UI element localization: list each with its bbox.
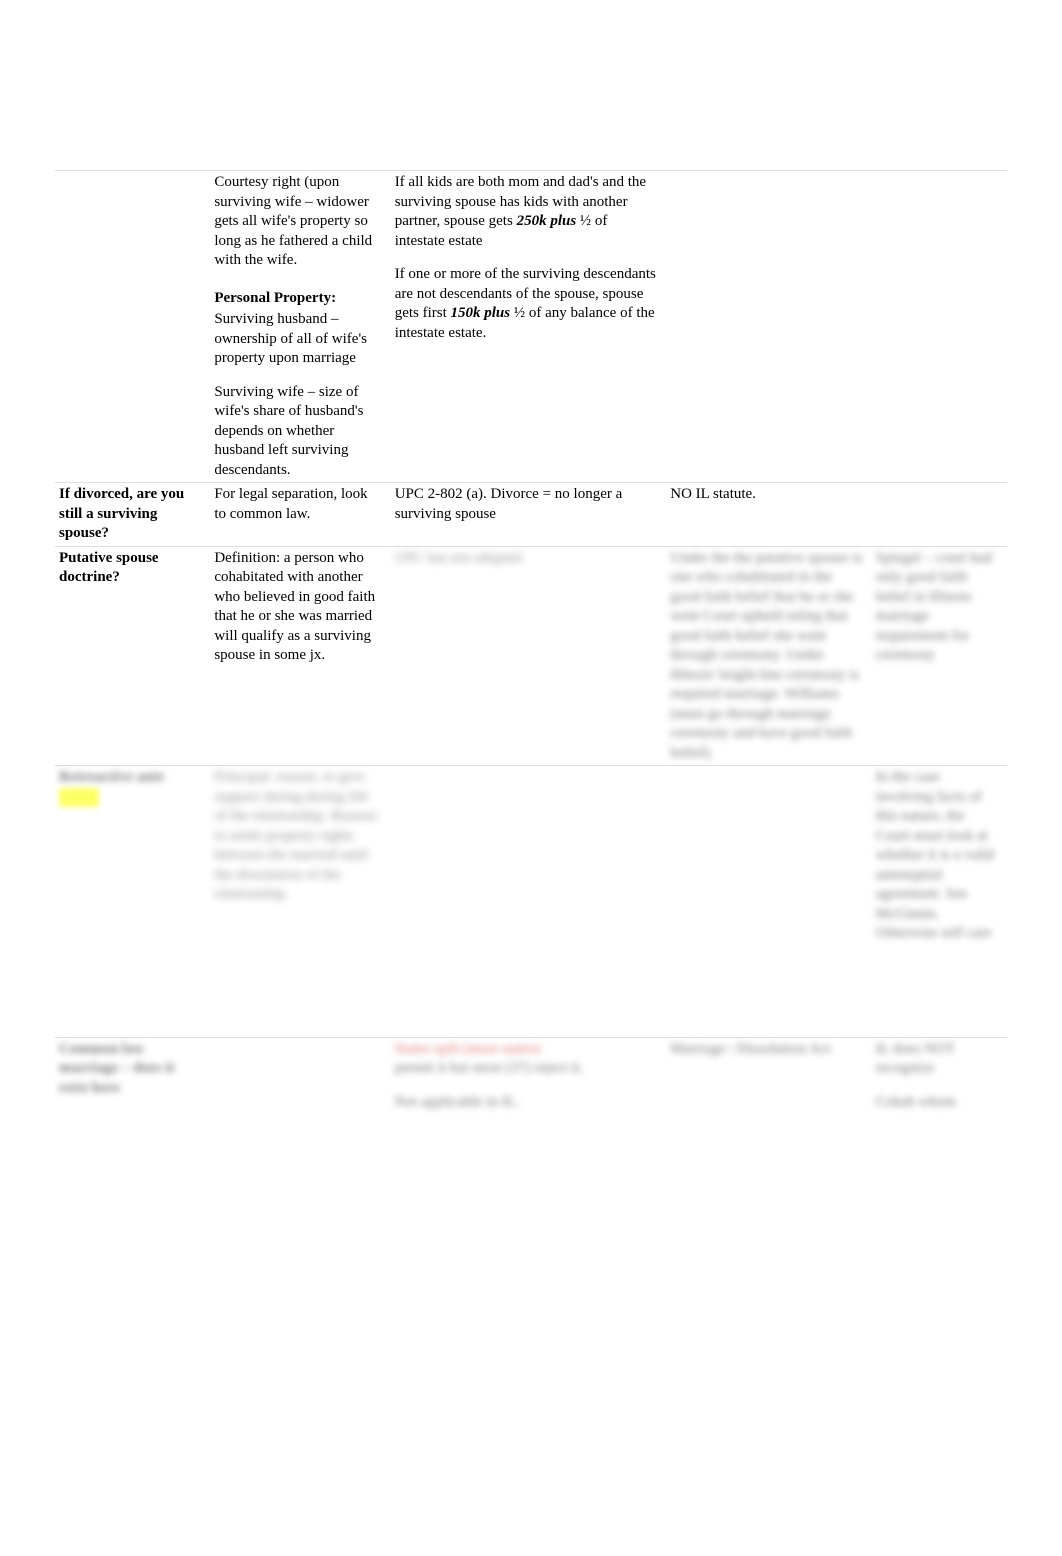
blurred-text: In the case involving facts of this natu…	[876, 769, 994, 941]
row-illinois	[666, 171, 871, 483]
row-topic: Retroactive ante ante	[55, 766, 210, 1038]
row-definition: For legal separation, look to common law…	[210, 483, 390, 547]
blurred-red-text: States split (most states)	[395, 1041, 540, 1057]
table-row: Common law marriage – does it exist here…	[55, 1037, 1007, 1114]
table-row: Putative spouse doctrine? Definition: a …	[55, 546, 1007, 766]
blurred-text: Under the the putative spouse is one who…	[670, 550, 862, 761]
table-row: Retroactive ante ante Principal: reason:…	[55, 766, 1007, 1038]
row-definition: Principal: reason: to give support durin…	[210, 766, 390, 1038]
row-illinois: NO IL statute.	[666, 483, 871, 547]
definition-text: Courtesy right (upon surviving wife – wi…	[214, 173, 382, 271]
blurred-text: Not applicable in IL.	[395, 1094, 520, 1110]
table-row: Courtesy right (upon surviving wife – wi…	[55, 171, 1007, 483]
row-upc: UPC 2-802 (a). Divorce = no longer a sur…	[391, 483, 667, 547]
definition-text: Surviving wife – size of wife's share of…	[214, 383, 382, 481]
row-illinois: Marriage / Dissolution Act	[666, 1037, 871, 1114]
row-definition: Definition: a person who cohabitated wit…	[210, 546, 390, 766]
row-notes	[872, 171, 1007, 483]
row-illinois	[666, 766, 871, 1038]
blurred-text: IL does NOT recognize	[876, 1041, 955, 1077]
row-topic: Common law marriage – does it exist here	[55, 1037, 210, 1114]
row-notes: Spiegel – court had only good faith beli…	[872, 546, 1007, 766]
row-illinois: Under the the putative spouse is one who…	[666, 546, 871, 766]
blurred-text: Marriage / Dissolution Act	[670, 1041, 830, 1057]
row-topic: If divorced, are you still a surviving s…	[55, 483, 210, 547]
blurred-text: UPC has not adopted	[395, 550, 522, 566]
blurred-text: permit it but most (37) reject it.	[395, 1060, 584, 1076]
row-upc: If all kids are both mom and dad's and t…	[391, 171, 667, 483]
table-row: If divorced, are you still a surviving s…	[55, 483, 1007, 547]
row-notes: IL does NOT recognize Cohab whom	[872, 1037, 1007, 1114]
document-table: Courtesy right (upon surviving wife – wi…	[55, 170, 1007, 1114]
row-notes: In the case involving facts of this natu…	[872, 766, 1007, 1038]
personal-property-label: Personal Property:	[214, 289, 382, 309]
upc-text: If all kids are both mom and dad's and t…	[395, 173, 659, 251]
row-topic	[55, 171, 210, 483]
row-upc: UPC has not adopted	[391, 546, 667, 766]
definition-text: Surviving husband – ownership of all of …	[214, 310, 382, 369]
row-upc	[391, 766, 667, 1038]
highlight-marker: ante	[59, 788, 99, 808]
row-topic: Putative spouse doctrine?	[55, 546, 210, 766]
blurred-text: Spiegel – court had only good faith beli…	[876, 550, 992, 664]
row-definition	[210, 1037, 390, 1114]
blurred-text: Retroactive ante	[59, 769, 164, 785]
row-upc: States split (most states) permit it but…	[391, 1037, 667, 1114]
row-notes	[872, 483, 1007, 547]
blurred-text: Cohab whom	[876, 1094, 956, 1110]
upc-text: If one or more of the surviving descenda…	[395, 265, 659, 343]
blurred-text: Common law marriage – does it exist here	[59, 1041, 174, 1096]
blurred-text: Principal: reason: to give support durin…	[214, 769, 379, 902]
row-definition: Courtesy right (upon surviving wife – wi…	[210, 171, 390, 483]
